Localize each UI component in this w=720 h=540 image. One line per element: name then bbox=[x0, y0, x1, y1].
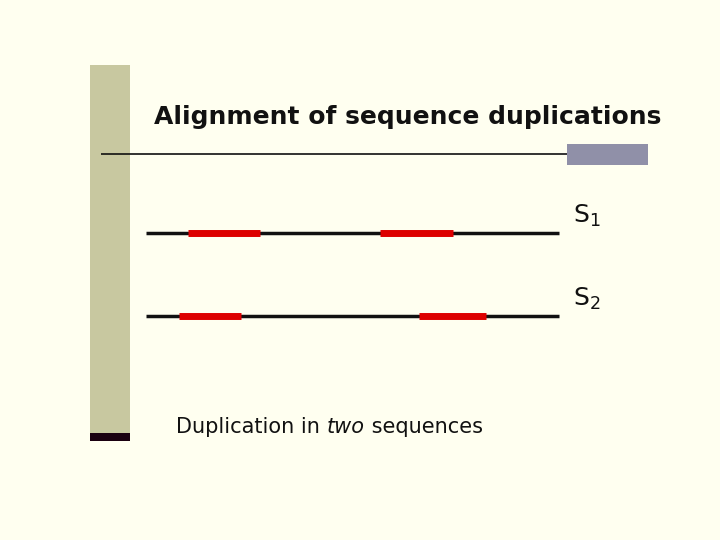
Bar bbox=[90, 433, 130, 441]
Text: Alignment of sequence duplications: Alignment of sequence duplications bbox=[154, 105, 662, 129]
Text: S$_1$: S$_1$ bbox=[572, 203, 600, 229]
Bar bbox=[90, 65, 130, 433]
Text: two: two bbox=[327, 416, 365, 436]
Text: Duplication in: Duplication in bbox=[176, 416, 327, 436]
Text: sequences: sequences bbox=[365, 416, 483, 436]
Text: S$_2$: S$_2$ bbox=[572, 286, 600, 312]
Bar bbox=[567, 144, 648, 165]
